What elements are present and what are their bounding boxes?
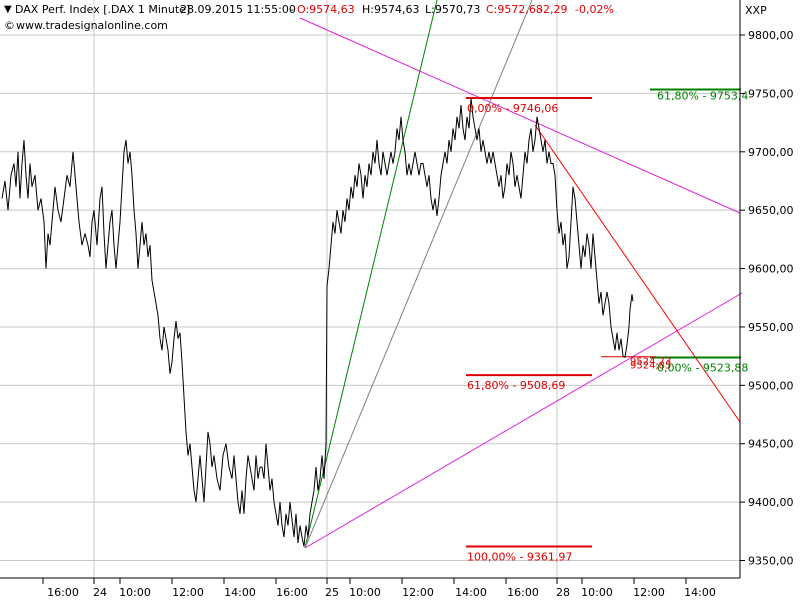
x-tick-label: 28: [556, 586, 570, 599]
x-tick-label: 12:00: [172, 586, 204, 599]
header-change: -2,29: [539, 3, 567, 16]
x-tick-label: 16:00: [276, 586, 308, 599]
y-axis: 9350,00 9400,00 9450,00 9500,00 9550,00 9600,…: [740, 29, 794, 567]
x-tick-label: 14:00: [684, 586, 716, 599]
fib-level-label: 0,00% - 9746,06: [467, 102, 558, 115]
magenta-trendline-upper[interactable]: [299, 17, 741, 214]
source-url[interactable]: www.tradesignalonline.com: [16, 19, 168, 32]
instrument-name: DAX Perf. Index [.DAX 1 Minute]: [15, 3, 190, 16]
price-marker-label: 9524,85: [630, 361, 671, 372]
red-trendline[interactable]: [534, 124, 741, 423]
x-tick-label: 14:00: [455, 586, 487, 599]
x-tick-label: 12:00: [402, 586, 434, 599]
y-tick-label: 9500,00: [748, 379, 794, 392]
header-datetime: 28.09.2015 11:55:00: [180, 3, 296, 16]
x-tick-label: 16:00: [47, 586, 79, 599]
level-labels: 0,00% - 9746,06 61,80% - 9508,69 100,00% -…: [467, 89, 748, 563]
y-tick-label: 9400,00: [748, 496, 794, 509]
header-high: H:9574,63: [362, 3, 419, 16]
copyright-icon: ©: [4, 19, 15, 32]
fib-level-label: 61,80% - 9508,69: [467, 379, 565, 392]
price-series: [1, 98, 634, 547]
y-tick-label: 9650,00: [748, 204, 794, 217]
x-tick-label: 12:00: [633, 586, 665, 599]
fib-level-label: 0,00% - 9523,88: [657, 361, 748, 374]
axis-symbol: XXP: [745, 4, 767, 17]
header-close: C:9572,68: [486, 3, 543, 16]
magenta-trendline-lower[interactable]: [304, 292, 743, 549]
drawing-tools[interactable]: [299, 0, 743, 549]
header-change-pct: -0,02%: [575, 3, 614, 16]
x-tick-label: 10:00: [581, 586, 613, 599]
x-tick-label: 10:00: [119, 586, 151, 599]
x-tick-label: 10:00: [349, 586, 381, 599]
fib-level-label: 61,80% - 9753,4: [657, 89, 748, 102]
y-tick-label: 9350,00: [748, 554, 794, 567]
y-tick-label: 9550,00: [748, 321, 794, 334]
green-trendline[interactable]: [304, 0, 438, 549]
y-tick-label: 9450,00: [748, 438, 794, 451]
y-tick-label: 9700,00: [748, 146, 794, 159]
gray-trendline[interactable]: [304, 0, 533, 549]
y-tick-label: 9750,00: [748, 87, 794, 100]
x-tick-label: 25: [325, 586, 339, 599]
price-line: [1, 98, 634, 547]
fib-level-label: 100,00% - 9361,97: [467, 551, 572, 564]
x-tick-label: 24: [93, 586, 107, 599]
x-axis: 16:00 24 10:00 12:00 14:00 16:00 25 10:00 12:00 1…: [42, 578, 716, 599]
y-tick-label: 9600,00: [748, 263, 794, 276]
grid-lines: [0, 0, 740, 578]
x-tick-label: 14:00: [224, 586, 256, 599]
chart-header: ▼ DAX Perf. Index [.DAX 1 Minute] 28.09.…: [4, 3, 767, 32]
svg-text:-: -: [290, 3, 294, 16]
y-tick-label: 9800,00: [748, 29, 794, 42]
header-low: L:9570,73: [425, 3, 480, 16]
arrow-down-icon: ▼: [4, 4, 12, 15]
price-marker-label: 9524,73: [630, 357, 671, 368]
x-tick-label: 16:00: [507, 586, 539, 599]
header-open: O:9574,63: [297, 3, 355, 16]
